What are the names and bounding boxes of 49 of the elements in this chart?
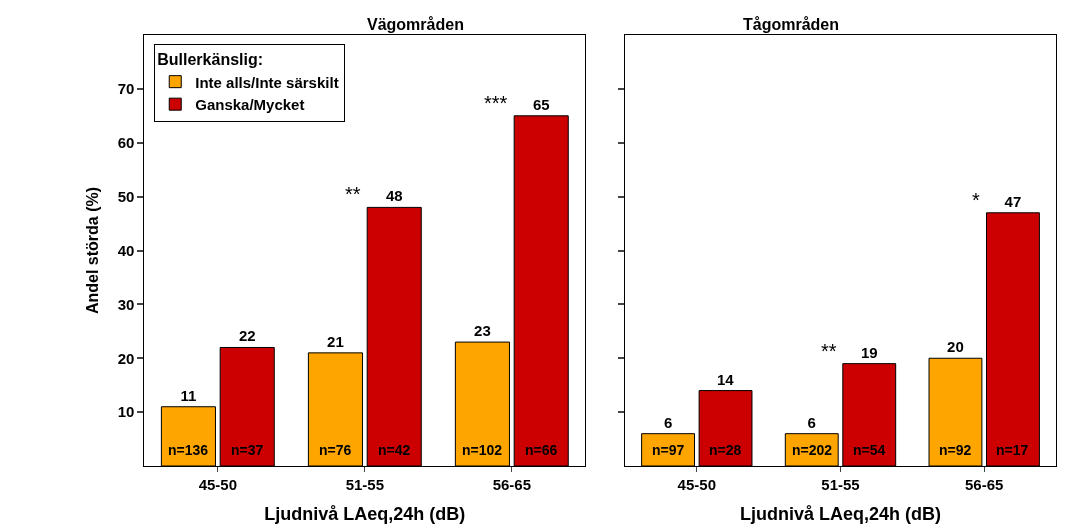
x-tick-label: 51-55 [821,476,860,493]
annotation: n=202 [792,442,833,458]
x-axis-title: Ljudnivå LAeq,24h (dB) [739,504,942,525]
annotation: n=28 [709,442,742,458]
x-tick-label: 56-65 [492,476,532,493]
legend-title: Bullerkänslig: [157,51,264,69]
annotation: * [972,189,980,211]
legend-label: Inte alls/Inte särskilt [195,73,339,91]
annotation: ** [821,340,837,362]
annotation: n=66 [525,442,558,458]
annotation: n=136 [168,442,209,458]
annotation: n=92 [939,442,972,458]
data-label: 19 [860,343,878,361]
y-tick-label: 50 [117,187,135,205]
data-label: 47 [1004,192,1022,210]
x-axis-title: Ljudnivå LAeq,24h (dB) [264,504,466,525]
annotation: *** [484,92,508,114]
y-tick-label: 70 [117,80,135,98]
annotation: n=76 [319,442,352,458]
chart-title: Vägområden [367,16,464,33]
y-tick-label: 40 [117,241,135,259]
annotation: n=54 [853,442,886,458]
legend-label: Ganska/Mycket [195,96,305,114]
annotation: n=42 [378,442,411,458]
data-label: 14 [716,370,735,388]
annotation: n=102 [462,442,503,458]
y-tick-label: 60 [117,134,135,151]
x-tick-label: 56-65 [965,476,1004,493]
annotation: n=97 [652,442,685,458]
annotation: n=17 [996,442,1029,458]
y-tick-label: 20 [117,349,135,367]
y-tick-label: 30 [117,295,135,313]
annotation: n=37 [231,442,264,458]
data-label: 22 [238,327,256,345]
data-label: 11 [180,386,197,404]
data-label: 6 [807,413,816,431]
chart-title: Tågområden [743,16,840,33]
data-label: 48 [385,187,403,205]
data-label: 20 [947,338,964,356]
data-label: 23 [474,322,491,340]
x-tick-label: 45-50 [198,476,238,493]
x-tick-label: 45-50 [677,476,716,493]
data-label: 65 [532,95,550,113]
y-tick-label: 10 [117,403,135,421]
annotation: ** [345,183,361,205]
data-label: 21 [327,332,344,350]
y-axis-title: Andel störda (%) [83,186,101,315]
x-tick-label: 51-55 [345,476,385,493]
data-label: 6 [663,413,673,431]
